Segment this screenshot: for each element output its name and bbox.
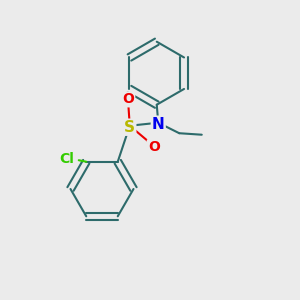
Text: N: N [152,117,165,132]
Text: S: S [124,120,135,135]
Text: Cl: Cl [59,152,74,166]
Text: O: O [122,92,134,106]
Text: O: O [148,140,160,154]
